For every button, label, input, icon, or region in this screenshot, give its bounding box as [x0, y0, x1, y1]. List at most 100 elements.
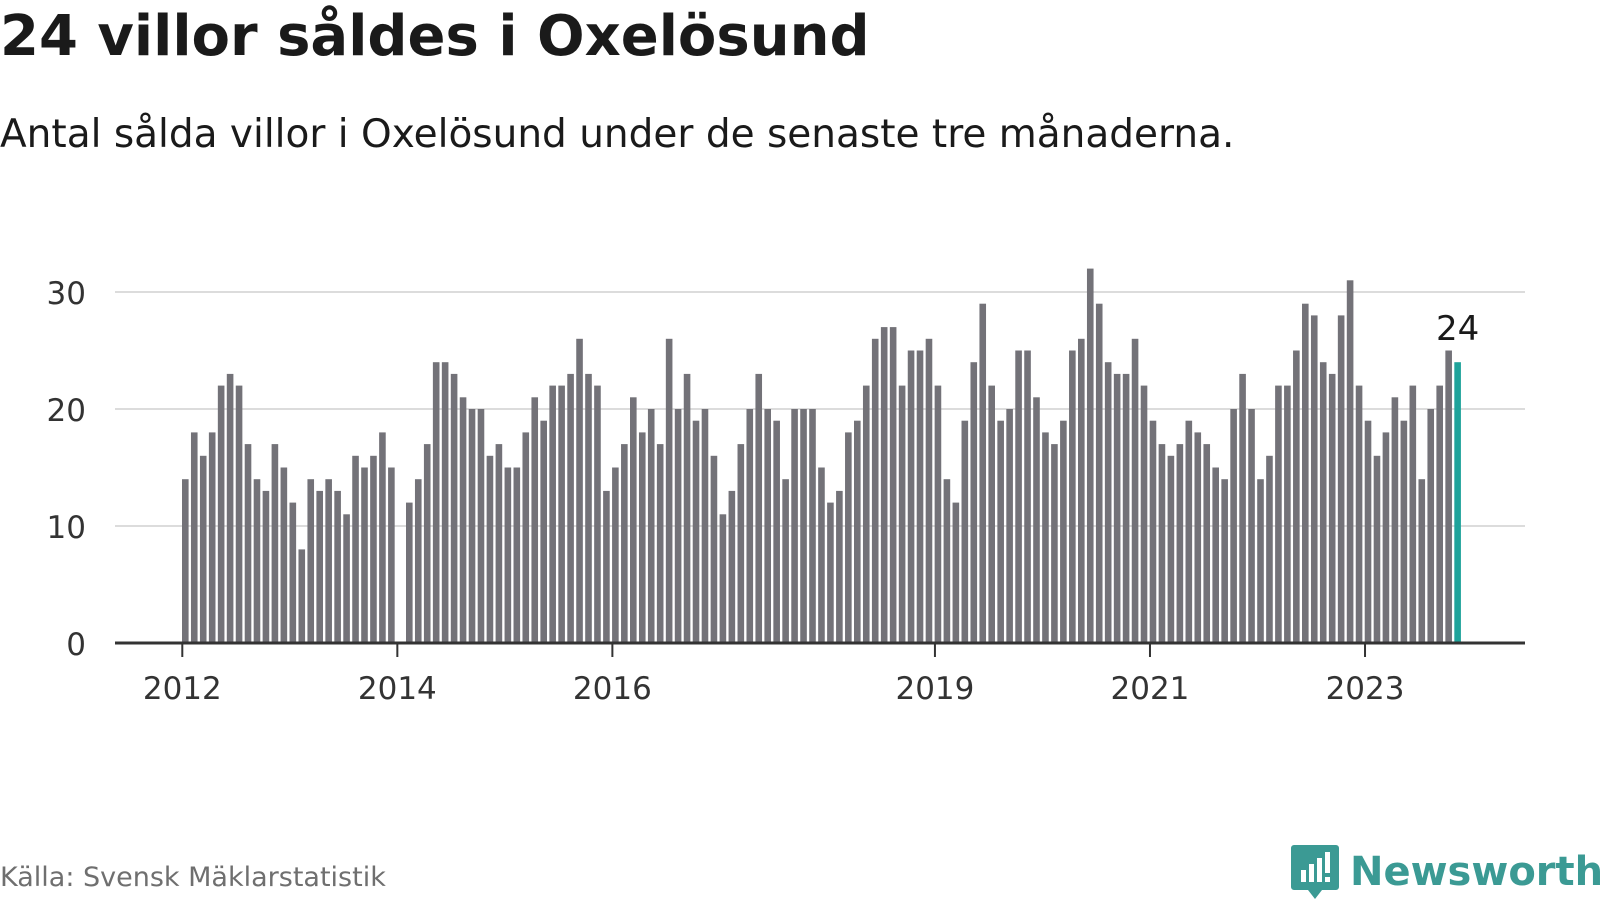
bar	[1140, 385, 1148, 643]
bar	[1310, 315, 1318, 643]
bar	[352, 455, 359, 643]
x-tick-label: 2016	[573, 671, 652, 707]
bar	[1158, 444, 1166, 643]
bar	[441, 362, 449, 643]
bar	[1194, 432, 1202, 643]
bar	[1382, 432, 1390, 643]
bar	[289, 502, 297, 643]
bar	[298, 549, 306, 643]
bar	[925, 338, 933, 643]
bar	[217, 385, 225, 643]
bar	[612, 467, 619, 643]
bar	[558, 385, 565, 643]
bar	[1086, 268, 1094, 643]
bar	[791, 409, 798, 643]
y-tick-label: 10	[47, 510, 86, 546]
bar	[1355, 385, 1363, 643]
bar	[486, 455, 494, 643]
bar	[495, 444, 503, 643]
bar	[1185, 420, 1193, 643]
bar	[943, 479, 951, 643]
bar	[594, 385, 601, 643]
bar	[880, 327, 888, 643]
bar	[1024, 350, 1031, 643]
bar	[630, 397, 637, 643]
bar	[477, 409, 485, 643]
bar	[414, 479, 422, 643]
bar	[603, 490, 610, 643]
bar	[379, 432, 386, 643]
newsworthy-logo-icon	[1291, 845, 1339, 899]
bar	[728, 490, 736, 643]
bar-highlight	[1454, 362, 1461, 643]
bar	[809, 409, 816, 643]
bar	[701, 409, 709, 643]
bar	[871, 338, 879, 643]
bar	[1248, 409, 1255, 643]
y-tick-label: 0	[66, 627, 86, 663]
bar	[1445, 350, 1452, 643]
chart-subtitle: Antal sålda villor i Oxelösund under de …	[0, 112, 1235, 157]
bar	[1239, 373, 1246, 643]
bar	[567, 373, 574, 643]
bar	[961, 420, 969, 643]
x-tick-label: 2014	[358, 671, 437, 707]
y-tick-label: 20	[47, 393, 86, 429]
bar	[1364, 420, 1372, 643]
bar	[199, 455, 207, 643]
bar	[1319, 362, 1327, 643]
bar	[683, 373, 691, 643]
bar	[1418, 479, 1426, 643]
bar	[253, 479, 261, 643]
bar	[576, 338, 583, 643]
bar	[280, 467, 288, 643]
bar	[737, 444, 745, 643]
bar	[1221, 479, 1228, 643]
bar	[1328, 373, 1336, 643]
bar	[549, 385, 556, 643]
bar	[459, 397, 467, 643]
source-note: Källa: Svensk Mäklarstatistik	[0, 862, 386, 893]
bar	[997, 420, 1004, 643]
bar	[1266, 455, 1273, 643]
bar	[361, 467, 368, 643]
x-tick-label: 2019	[895, 671, 974, 707]
bar	[1284, 385, 1291, 643]
bar	[862, 385, 870, 643]
bar	[522, 432, 530, 643]
bar	[1203, 444, 1211, 643]
bar	[1167, 455, 1175, 643]
bar	[1149, 420, 1157, 643]
bar	[531, 397, 539, 643]
bar	[1131, 338, 1139, 643]
bar	[388, 467, 395, 643]
bar	[1104, 362, 1112, 643]
chart-title: 24 villor såldes i Oxelösund	[0, 4, 870, 69]
bar	[665, 338, 673, 643]
bar	[979, 303, 987, 643]
bar	[1409, 385, 1417, 643]
bar	[1346, 280, 1354, 643]
bar	[1015, 350, 1022, 643]
bar	[827, 502, 834, 643]
bar	[262, 490, 270, 643]
bar	[621, 444, 628, 643]
bar	[638, 432, 646, 643]
bar	[1176, 444, 1184, 643]
bar	[988, 385, 995, 643]
bar	[916, 350, 924, 643]
bar	[755, 373, 763, 643]
bar	[1033, 397, 1040, 643]
bar	[468, 409, 476, 643]
bar	[325, 479, 332, 643]
bar	[1400, 420, 1408, 643]
bar	[746, 409, 754, 643]
bar	[889, 327, 897, 643]
bar	[710, 455, 718, 643]
bar	[432, 362, 440, 643]
bar	[208, 432, 216, 643]
bar	[934, 385, 942, 643]
bar	[1302, 303, 1309, 643]
bar	[1275, 385, 1282, 643]
